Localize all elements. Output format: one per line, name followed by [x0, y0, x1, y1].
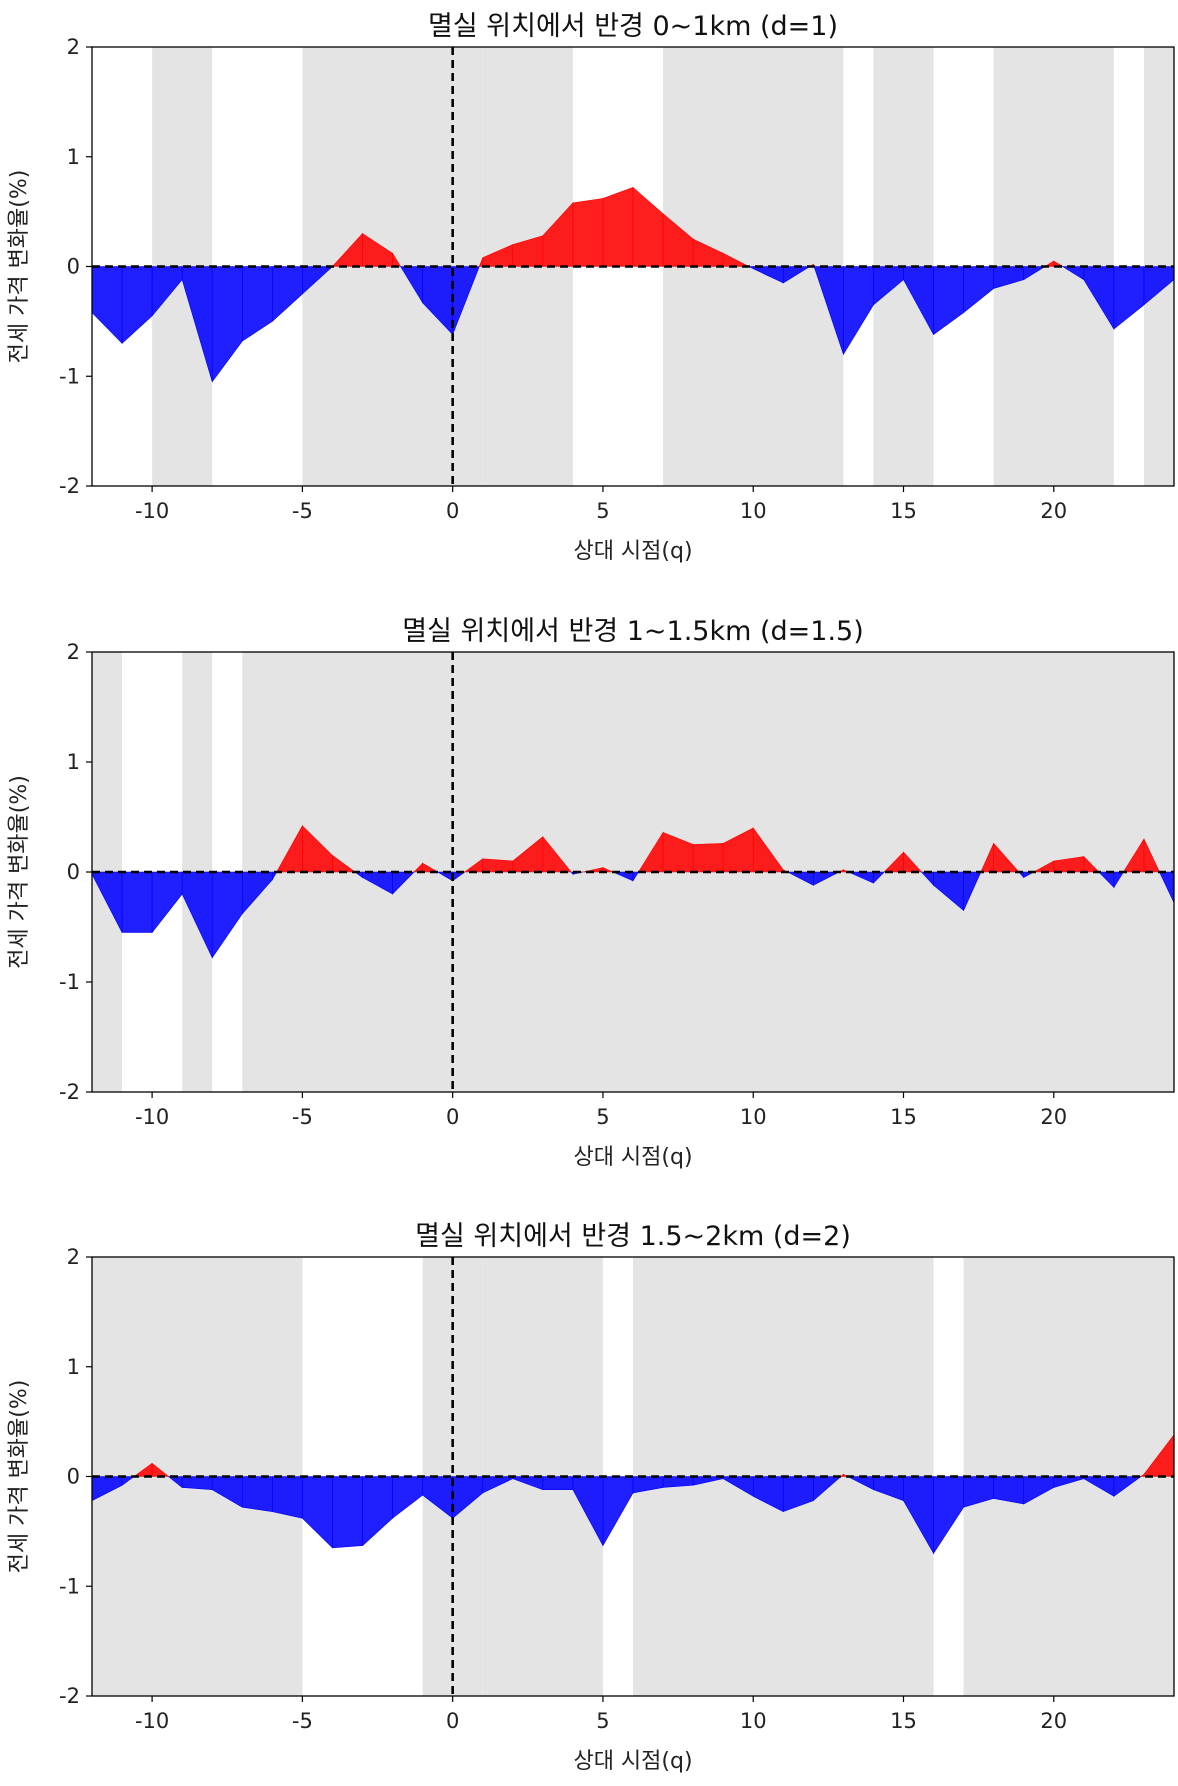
- x-axis-label: 상대 시점(q): [573, 539, 692, 564]
- y-tick-label: 0: [67, 255, 80, 279]
- x-tick-label: 15: [890, 1709, 917, 1733]
- x-tick-label: 5: [596, 1105, 609, 1129]
- positive-area-segment: [1083, 855, 1100, 873]
- x-tick-label: 5: [596, 1709, 609, 1733]
- negative-area-segment: [602, 1476, 634, 1547]
- negative-area-segment: [963, 266, 994, 314]
- y-tick-label: 1: [67, 1355, 80, 1379]
- negative-area-segment: [843, 266, 874, 356]
- negative-area-segment: [1113, 266, 1145, 330]
- negative-area-segment: [1113, 871, 1124, 889]
- y-tick-label: -1: [59, 1574, 80, 1598]
- y-tick-label: -2: [59, 474, 80, 498]
- x-tick-label: 0: [446, 1709, 459, 1733]
- x-tick-label: 20: [1040, 499, 1067, 523]
- negative-area-segment: [151, 871, 183, 934]
- x-axis-label: 상대 시점(q): [573, 1145, 692, 1170]
- y-tick-label: 2: [67, 35, 80, 59]
- positive-area-segment: [632, 186, 664, 267]
- negative-area-segment: [392, 1476, 423, 1519]
- y-tick-label: 0: [67, 1465, 80, 1489]
- chart-title: 멸실 위치에서 반경 1~1.5km (d=1.5): [402, 616, 864, 647]
- negative-area-segment: [272, 266, 303, 323]
- y-axis-label: 전세 가격 변화율(%): [7, 170, 32, 364]
- x-tick-label: -10: [135, 1709, 169, 1733]
- x-tick-label: 0: [446, 1105, 459, 1129]
- positive-area-segment: [482, 858, 514, 873]
- negative-area-segment: [121, 871, 153, 933]
- y-axis-label: 전세 가격 변화율(%): [7, 775, 32, 969]
- x-tick-label: -10: [135, 1105, 169, 1129]
- positive-area-segment: [572, 198, 604, 267]
- x-tick-label: 5: [596, 499, 609, 523]
- x-tick-label: -5: [292, 1709, 313, 1733]
- negative-area-segment: [963, 871, 982, 911]
- chart-title: 멸실 위치에서 반경 1.5~2km (d=2): [415, 1221, 851, 1252]
- negative-area-segment: [1159, 871, 1174, 903]
- negative-area-segment: [181, 1476, 213, 1490]
- negative-area-segment: [211, 266, 243, 383]
- x-tick-label: 20: [1040, 1709, 1067, 1733]
- x-tick-label: -5: [292, 499, 313, 523]
- negative-area-segment: [632, 871, 639, 882]
- negative-area-segment: [1113, 1476, 1142, 1497]
- y-tick-label: 0: [67, 860, 80, 884]
- x-tick-label: 0: [446, 499, 459, 523]
- chart-title: 멸실 위치에서 반경 0~1km (d=1): [428, 11, 838, 42]
- negative-area-segment: [272, 1476, 303, 1519]
- x-tick-label: 20: [1040, 1105, 1067, 1129]
- negative-area-segment: [362, 1476, 393, 1547]
- negative-area-segment: [392, 871, 415, 895]
- negative-area-segment: [211, 871, 243, 959]
- positive-area-segment: [602, 187, 634, 267]
- negative-area-segment: [542, 1476, 574, 1490]
- y-tick-label: 1: [67, 750, 80, 774]
- x-tick-label: 10: [740, 1709, 767, 1733]
- x-axis-label: 상대 시점(q): [573, 1749, 692, 1774]
- negative-area-segment: [241, 266, 273, 342]
- y-tick-label: -2: [59, 1684, 80, 1708]
- y-tick-label: -1: [59, 364, 80, 388]
- y-tick-label: 2: [67, 1245, 80, 1269]
- negative-area-segment: [92, 266, 123, 345]
- x-tick-label: 15: [890, 1105, 917, 1129]
- positive-area-segment: [692, 843, 724, 873]
- negative-area-segment: [121, 1476, 135, 1486]
- positive-area-segment: [542, 835, 572, 873]
- x-tick-label: 10: [740, 1105, 767, 1129]
- negative-area-segment: [121, 266, 153, 345]
- negative-area-segment: [241, 1476, 273, 1512]
- x-tick-label: 10: [740, 499, 767, 523]
- negative-area-segment: [302, 1476, 333, 1549]
- y-axis-label: 전세 가격 변화율(%): [7, 1380, 32, 1574]
- y-tick-label: -2: [59, 1080, 80, 1104]
- x-tick-label: -10: [135, 499, 169, 523]
- x-tick-label: 15: [890, 499, 917, 523]
- negative-area-segment: [933, 266, 964, 336]
- negative-area-segment: [933, 1476, 964, 1555]
- negative-area-segment: [662, 1476, 694, 1488]
- y-tick-label: 2: [67, 640, 80, 664]
- x-tick-label: -5: [292, 1105, 313, 1129]
- y-tick-label: 1: [67, 145, 80, 169]
- y-tick-label: -1: [59, 970, 80, 994]
- negative-area-segment: [332, 1476, 363, 1549]
